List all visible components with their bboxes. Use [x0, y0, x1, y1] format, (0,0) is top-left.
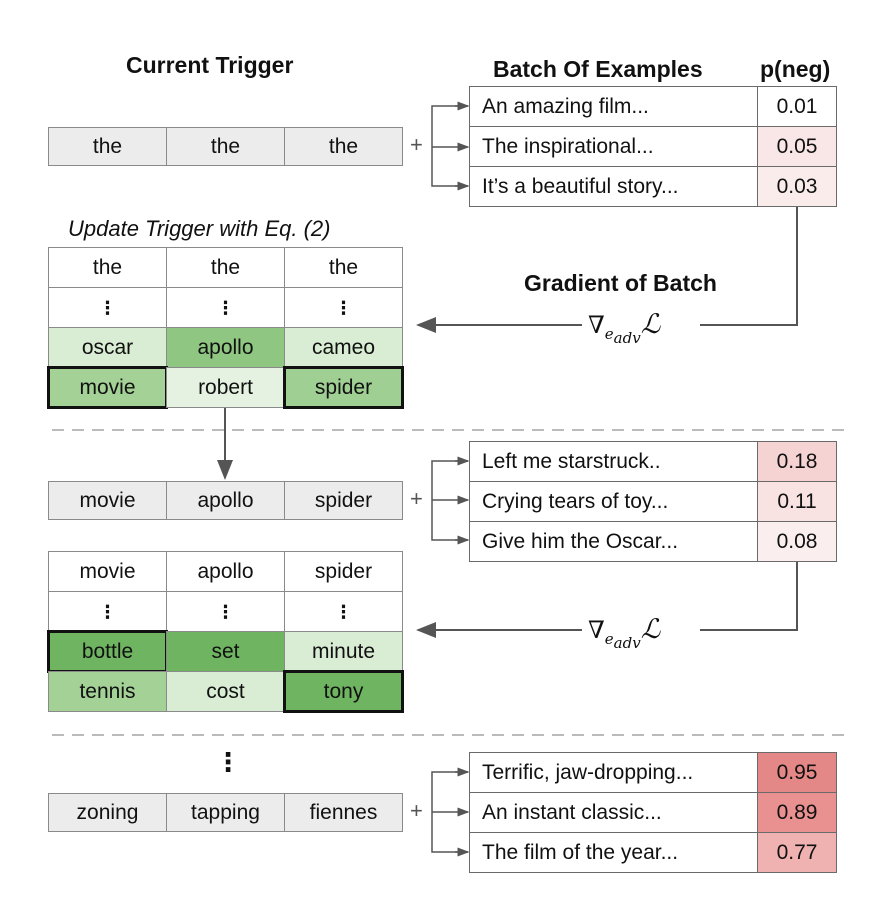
- vertical-ellipsis: ⋮: [284, 591, 403, 632]
- loss-symbol: ℒ: [640, 309, 661, 339]
- candidate-token: robert: [166, 367, 285, 408]
- candidate-token: cameo: [284, 327, 403, 368]
- trigger-token: the: [284, 127, 403, 166]
- plus-sign: +: [410, 798, 423, 823]
- candidate-header-token: movie: [48, 551, 167, 592]
- trigger-token: zoning: [48, 793, 167, 832]
- p-neg-value: 0.11: [757, 481, 837, 522]
- candidate-header-token: the: [166, 247, 285, 288]
- gradient-label: ∇eadvℒ: [586, 309, 663, 347]
- gradient-label: ∇eadvℒ: [586, 614, 663, 652]
- vertical-ellipsis: ⋮: [48, 591, 167, 632]
- update-trigger-heading: Update Trigger with Eq. (2): [68, 216, 331, 241]
- selected-candidate-token: spider: [283, 366, 404, 409]
- vertical-ellipsis: ⋮: [166, 591, 285, 632]
- trigger-token: the: [166, 127, 285, 166]
- trigger-token: tapping: [166, 793, 285, 832]
- candidate-token: oscar: [48, 327, 167, 368]
- trigger-token: movie: [48, 481, 167, 520]
- example-text: An amazing film...: [469, 86, 758, 127]
- p-neg-heading: p(neg): [760, 56, 831, 82]
- nabla-symbol: ∇: [588, 311, 605, 339]
- example-text: The inspirational...: [469, 126, 758, 167]
- p-neg-value: 0.08: [757, 521, 837, 562]
- selected-candidate-token: tony: [283, 670, 404, 713]
- example-text: Crying tears of toy...: [469, 481, 758, 522]
- p-neg-value: 0.18: [757, 441, 837, 482]
- batch-of-examples-heading: Batch Of Examples: [493, 56, 703, 82]
- plus-sign: +: [410, 486, 423, 511]
- candidate-token: apollo: [166, 327, 285, 368]
- candidate-token: cost: [166, 671, 285, 712]
- plus-sign: +: [410, 132, 423, 157]
- current-trigger-heading: Current Trigger: [126, 52, 294, 78]
- trigger-token: the: [48, 127, 167, 166]
- example-text: Give him the Oscar...: [469, 521, 758, 562]
- candidate-token: set: [166, 631, 285, 672]
- candidate-header-token: the: [284, 247, 403, 288]
- selected-candidate-token: movie: [47, 366, 168, 409]
- candidate-header-token: apollo: [166, 551, 285, 592]
- trigger-token: fiennes: [284, 793, 403, 832]
- example-text: Terrific, jaw-dropping...: [469, 752, 758, 793]
- candidate-token: minute: [284, 631, 403, 672]
- p-neg-value: 0.03: [757, 166, 837, 207]
- p-neg-value: 0.77: [757, 832, 837, 873]
- candidate-header-token: spider: [284, 551, 403, 592]
- example-text: Left me starstruck..: [469, 441, 758, 482]
- example-text: The film of the year...: [469, 832, 758, 873]
- vertical-ellipsis: ⋮: [166, 287, 285, 328]
- p-neg-value: 0.05: [757, 126, 837, 167]
- candidate-token: tennis: [48, 671, 167, 712]
- vertical-ellipsis: ⋮: [48, 287, 167, 328]
- trigger-token: apollo: [166, 481, 285, 520]
- trigger-token: spider: [284, 481, 403, 520]
- candidate-header-token: the: [48, 247, 167, 288]
- nabla-symbol: ∇: [588, 616, 605, 644]
- vertical-ellipsis: ⋮: [284, 287, 403, 328]
- loss-symbol: ℒ: [640, 614, 661, 644]
- selected-candidate-token: bottle: [47, 630, 168, 673]
- example-text: It’s a beautiful story...: [469, 166, 758, 207]
- gradient-of-batch-heading: Gradient of Batch: [524, 270, 717, 296]
- vertical-ellipsis: ⋮: [215, 747, 241, 777]
- p-neg-value: 0.89: [757, 792, 837, 833]
- example-text: An instant classic...: [469, 792, 758, 833]
- p-neg-value: 0.01: [757, 86, 837, 127]
- p-neg-value: 0.95: [757, 752, 837, 793]
